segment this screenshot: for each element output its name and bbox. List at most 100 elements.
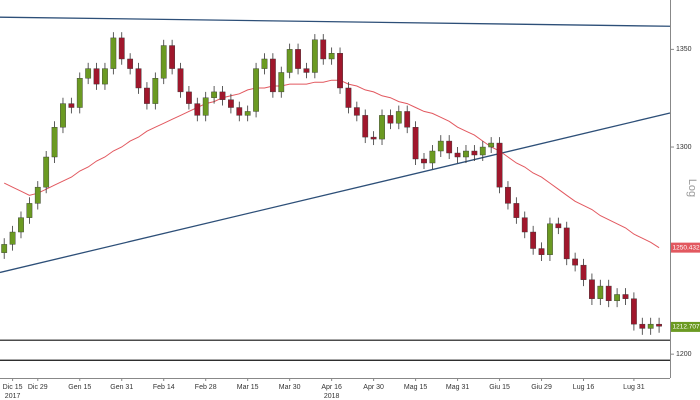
candle-body [85,68,92,79]
candle-body [387,115,394,124]
candle-body [572,258,579,266]
candle-body [580,264,587,280]
candle-body [211,91,217,98]
y-tick-label: 1300 [676,144,692,151]
y-tick-label: 1200 [676,351,692,358]
x-tick-label: Giu 15 [489,384,510,391]
candle-body [463,150,469,158]
candle-body [1,244,8,253]
candle-body [421,158,427,164]
candle-body [563,227,570,260]
candle-body [353,107,360,116]
candle-body [362,115,369,138]
candle-body [395,111,402,124]
candle-body [202,97,209,116]
candle-body [269,58,276,93]
candle-body [43,156,50,188]
candle-body [337,53,343,89]
candle-body [144,87,150,104]
trendline [0,16,671,27]
moving-average [3,79,660,249]
candle-body [622,294,629,299]
candle-body [471,150,478,156]
x-tick-label: Apr 30 [363,384,384,391]
x-tick-label: Feb 28 [195,384,217,391]
candle-body [631,298,637,325]
candle-body [412,127,419,160]
x-tick-label: Mar 15 [237,384,259,391]
candle-body [597,285,604,299]
candle-body [639,323,646,329]
x-tick-label: Gen 15 [68,384,91,391]
trendline [0,112,671,274]
candle-body [51,127,58,158]
candle-body [589,279,595,299]
candle-body [656,323,662,327]
x-tick-label: Gen 31 [110,384,133,391]
x-tick-label: Giu 29 [531,384,552,391]
candle-body [311,39,318,73]
candle-body [253,68,259,112]
candle-body [68,103,75,108]
candle-body [152,78,159,104]
candle-body [26,203,33,218]
y-tick-label: 1350 [676,46,692,53]
x-tick-label: Feb 14 [153,384,175,391]
candle-body [488,142,495,148]
candle-body [186,91,192,104]
candle-body [647,323,654,329]
price-label: 1212.7075 [673,324,700,331]
x-tick-label: Apr 16 [321,384,342,391]
candle-body [135,68,142,89]
candle-body [328,53,335,60]
candle-body [236,107,243,116]
candle-body [320,39,327,60]
candle-body [404,111,411,128]
year-label: 2017 [5,393,21,400]
candle-body [454,152,461,158]
candle-body [521,217,528,233]
candle-body [160,45,167,79]
price-label-box [671,242,700,253]
price-label-box [671,321,700,332]
candle-body [547,223,553,255]
x-tick-label: Lug 16 [573,384,595,391]
x-tick-label: Mag 15 [404,384,427,391]
candle-body [429,150,436,164]
candle-body [295,49,301,69]
candle-body [437,140,444,152]
candle-body [614,294,620,302]
candle-body [555,223,562,229]
candle-body [169,45,176,69]
year-label: 2018 [324,393,340,400]
candle-body [194,103,201,116]
candle-body [76,78,83,108]
candle-body [379,115,385,140]
candle-body [538,248,545,255]
candle-body [102,68,108,85]
candle-body [345,87,352,108]
candle-body [370,136,377,140]
candle-body [261,58,268,69]
candle-body [496,142,503,188]
candle-body [278,72,285,93]
candle-body [513,203,520,218]
candle-body [177,68,184,93]
candle-body [118,37,125,60]
x-tick-label: Dic 29 [28,384,48,391]
candle-body [286,49,293,73]
price-label: 1250.4327 [673,244,700,251]
x-tick-label: Lug 31 [623,384,645,391]
candle-body [9,231,16,245]
candle-body [605,285,612,302]
x-tick-label: Dic 15 [3,384,23,391]
axis-label: Log [686,179,698,197]
candle-body [303,68,310,73]
candle-body [479,146,486,156]
candle-body [505,186,511,204]
candle-body [93,68,100,85]
x-tick-label: Mar 30 [279,384,301,391]
candle-body [244,111,251,116]
